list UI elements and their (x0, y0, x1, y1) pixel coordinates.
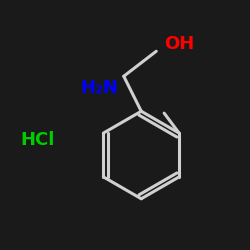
Text: OH: OH (164, 35, 194, 53)
Text: H₂N: H₂N (81, 79, 119, 97)
Text: HCl: HCl (20, 131, 54, 149)
